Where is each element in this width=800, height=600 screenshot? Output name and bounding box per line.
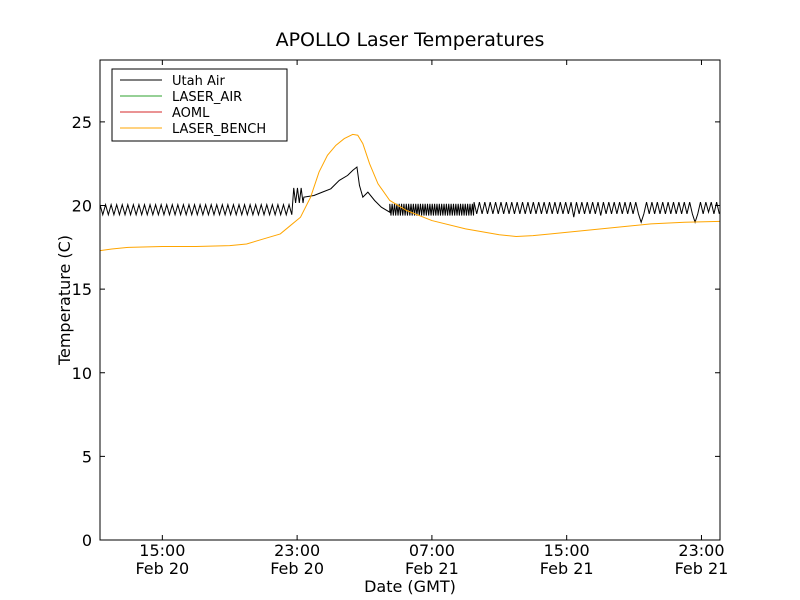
y-tick-label: 25 (72, 113, 92, 132)
x-axis-label: Date (GMT) (364, 577, 456, 596)
legend-label: Utah Air (172, 74, 225, 89)
x-tick-label: 23:00 (678, 541, 724, 560)
series-line-laser-bench (100, 133, 720, 252)
x-tick-label: 23:00 (274, 541, 320, 560)
legend-label: LASER_BENCH (172, 122, 266, 137)
series-line-utah-air (100, 166, 720, 224)
x-tick-label: 15:00 (139, 541, 185, 560)
chart-title: APOLLO Laser Temperatures (276, 29, 545, 51)
x-tick-label: Feb 21 (405, 559, 459, 578)
x-tick-label: 07:00 (409, 541, 455, 560)
y-tick-label: 20 (72, 197, 92, 216)
legend-label: LASER_AIR (172, 90, 242, 105)
x-tick-label: Feb 20 (135, 559, 189, 578)
x-tick-label: Feb 21 (675, 559, 729, 578)
x-tick-label: Feb 21 (540, 559, 594, 578)
legend-box (111, 68, 288, 142)
x-tick-label: Feb 20 (270, 559, 324, 578)
y-tick-label: 10 (72, 364, 92, 383)
y-tick-label: 0 (82, 531, 92, 550)
x-tick-label: 15:00 (544, 541, 590, 560)
plot-frame (99, 59, 721, 541)
legend-label: AOML (172, 106, 210, 121)
plot-area (100, 133, 720, 252)
y-tick-label: 5 (82, 447, 92, 466)
y-tick-label: 15 (72, 280, 92, 299)
y-axis-label: Temperature (C) (55, 235, 74, 366)
